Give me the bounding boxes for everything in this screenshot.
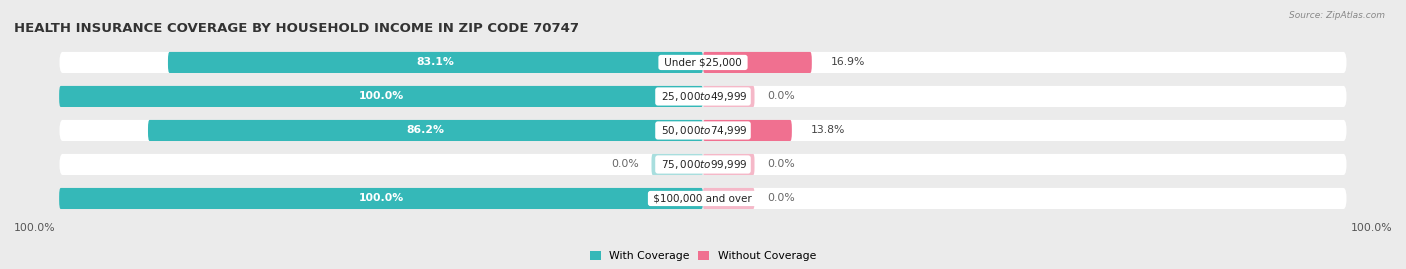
FancyBboxPatch shape	[703, 120, 1347, 141]
FancyBboxPatch shape	[703, 120, 792, 141]
Text: $50,000 to $74,999: $50,000 to $74,999	[658, 124, 748, 137]
Text: 16.9%: 16.9%	[831, 58, 866, 68]
Legend: With Coverage, Without Coverage: With Coverage, Without Coverage	[585, 247, 821, 266]
FancyBboxPatch shape	[167, 52, 703, 73]
FancyBboxPatch shape	[59, 52, 703, 73]
Text: 100.0%: 100.0%	[359, 193, 404, 203]
FancyBboxPatch shape	[148, 120, 703, 141]
Text: 0.0%: 0.0%	[768, 91, 796, 101]
Text: Source: ZipAtlas.com: Source: ZipAtlas.com	[1289, 11, 1385, 20]
FancyBboxPatch shape	[59, 86, 703, 107]
Text: HEALTH INSURANCE COVERAGE BY HOUSEHOLD INCOME IN ZIP CODE 70747: HEALTH INSURANCE COVERAGE BY HOUSEHOLD I…	[14, 22, 579, 35]
Text: $25,000 to $49,999: $25,000 to $49,999	[658, 90, 748, 103]
FancyBboxPatch shape	[703, 188, 1347, 209]
FancyBboxPatch shape	[59, 154, 703, 175]
Text: 13.8%: 13.8%	[811, 125, 845, 136]
Text: Under $25,000: Under $25,000	[661, 58, 745, 68]
Text: 100.0%: 100.0%	[1350, 223, 1392, 233]
FancyBboxPatch shape	[703, 154, 755, 175]
FancyBboxPatch shape	[59, 86, 703, 107]
FancyBboxPatch shape	[703, 86, 755, 107]
Text: 100.0%: 100.0%	[14, 223, 56, 233]
Text: 100.0%: 100.0%	[359, 91, 404, 101]
FancyBboxPatch shape	[59, 188, 703, 209]
Text: 0.0%: 0.0%	[610, 160, 638, 169]
Text: $75,000 to $99,999: $75,000 to $99,999	[658, 158, 748, 171]
FancyBboxPatch shape	[703, 52, 1347, 73]
FancyBboxPatch shape	[59, 188, 703, 209]
Text: 0.0%: 0.0%	[768, 160, 796, 169]
FancyBboxPatch shape	[703, 188, 755, 209]
Text: 86.2%: 86.2%	[406, 125, 444, 136]
Text: 0.0%: 0.0%	[768, 193, 796, 203]
FancyBboxPatch shape	[703, 52, 811, 73]
FancyBboxPatch shape	[59, 120, 703, 141]
Text: $100,000 and over: $100,000 and over	[651, 193, 755, 203]
FancyBboxPatch shape	[651, 154, 703, 175]
FancyBboxPatch shape	[703, 154, 1347, 175]
Text: 83.1%: 83.1%	[416, 58, 454, 68]
FancyBboxPatch shape	[703, 86, 1347, 107]
